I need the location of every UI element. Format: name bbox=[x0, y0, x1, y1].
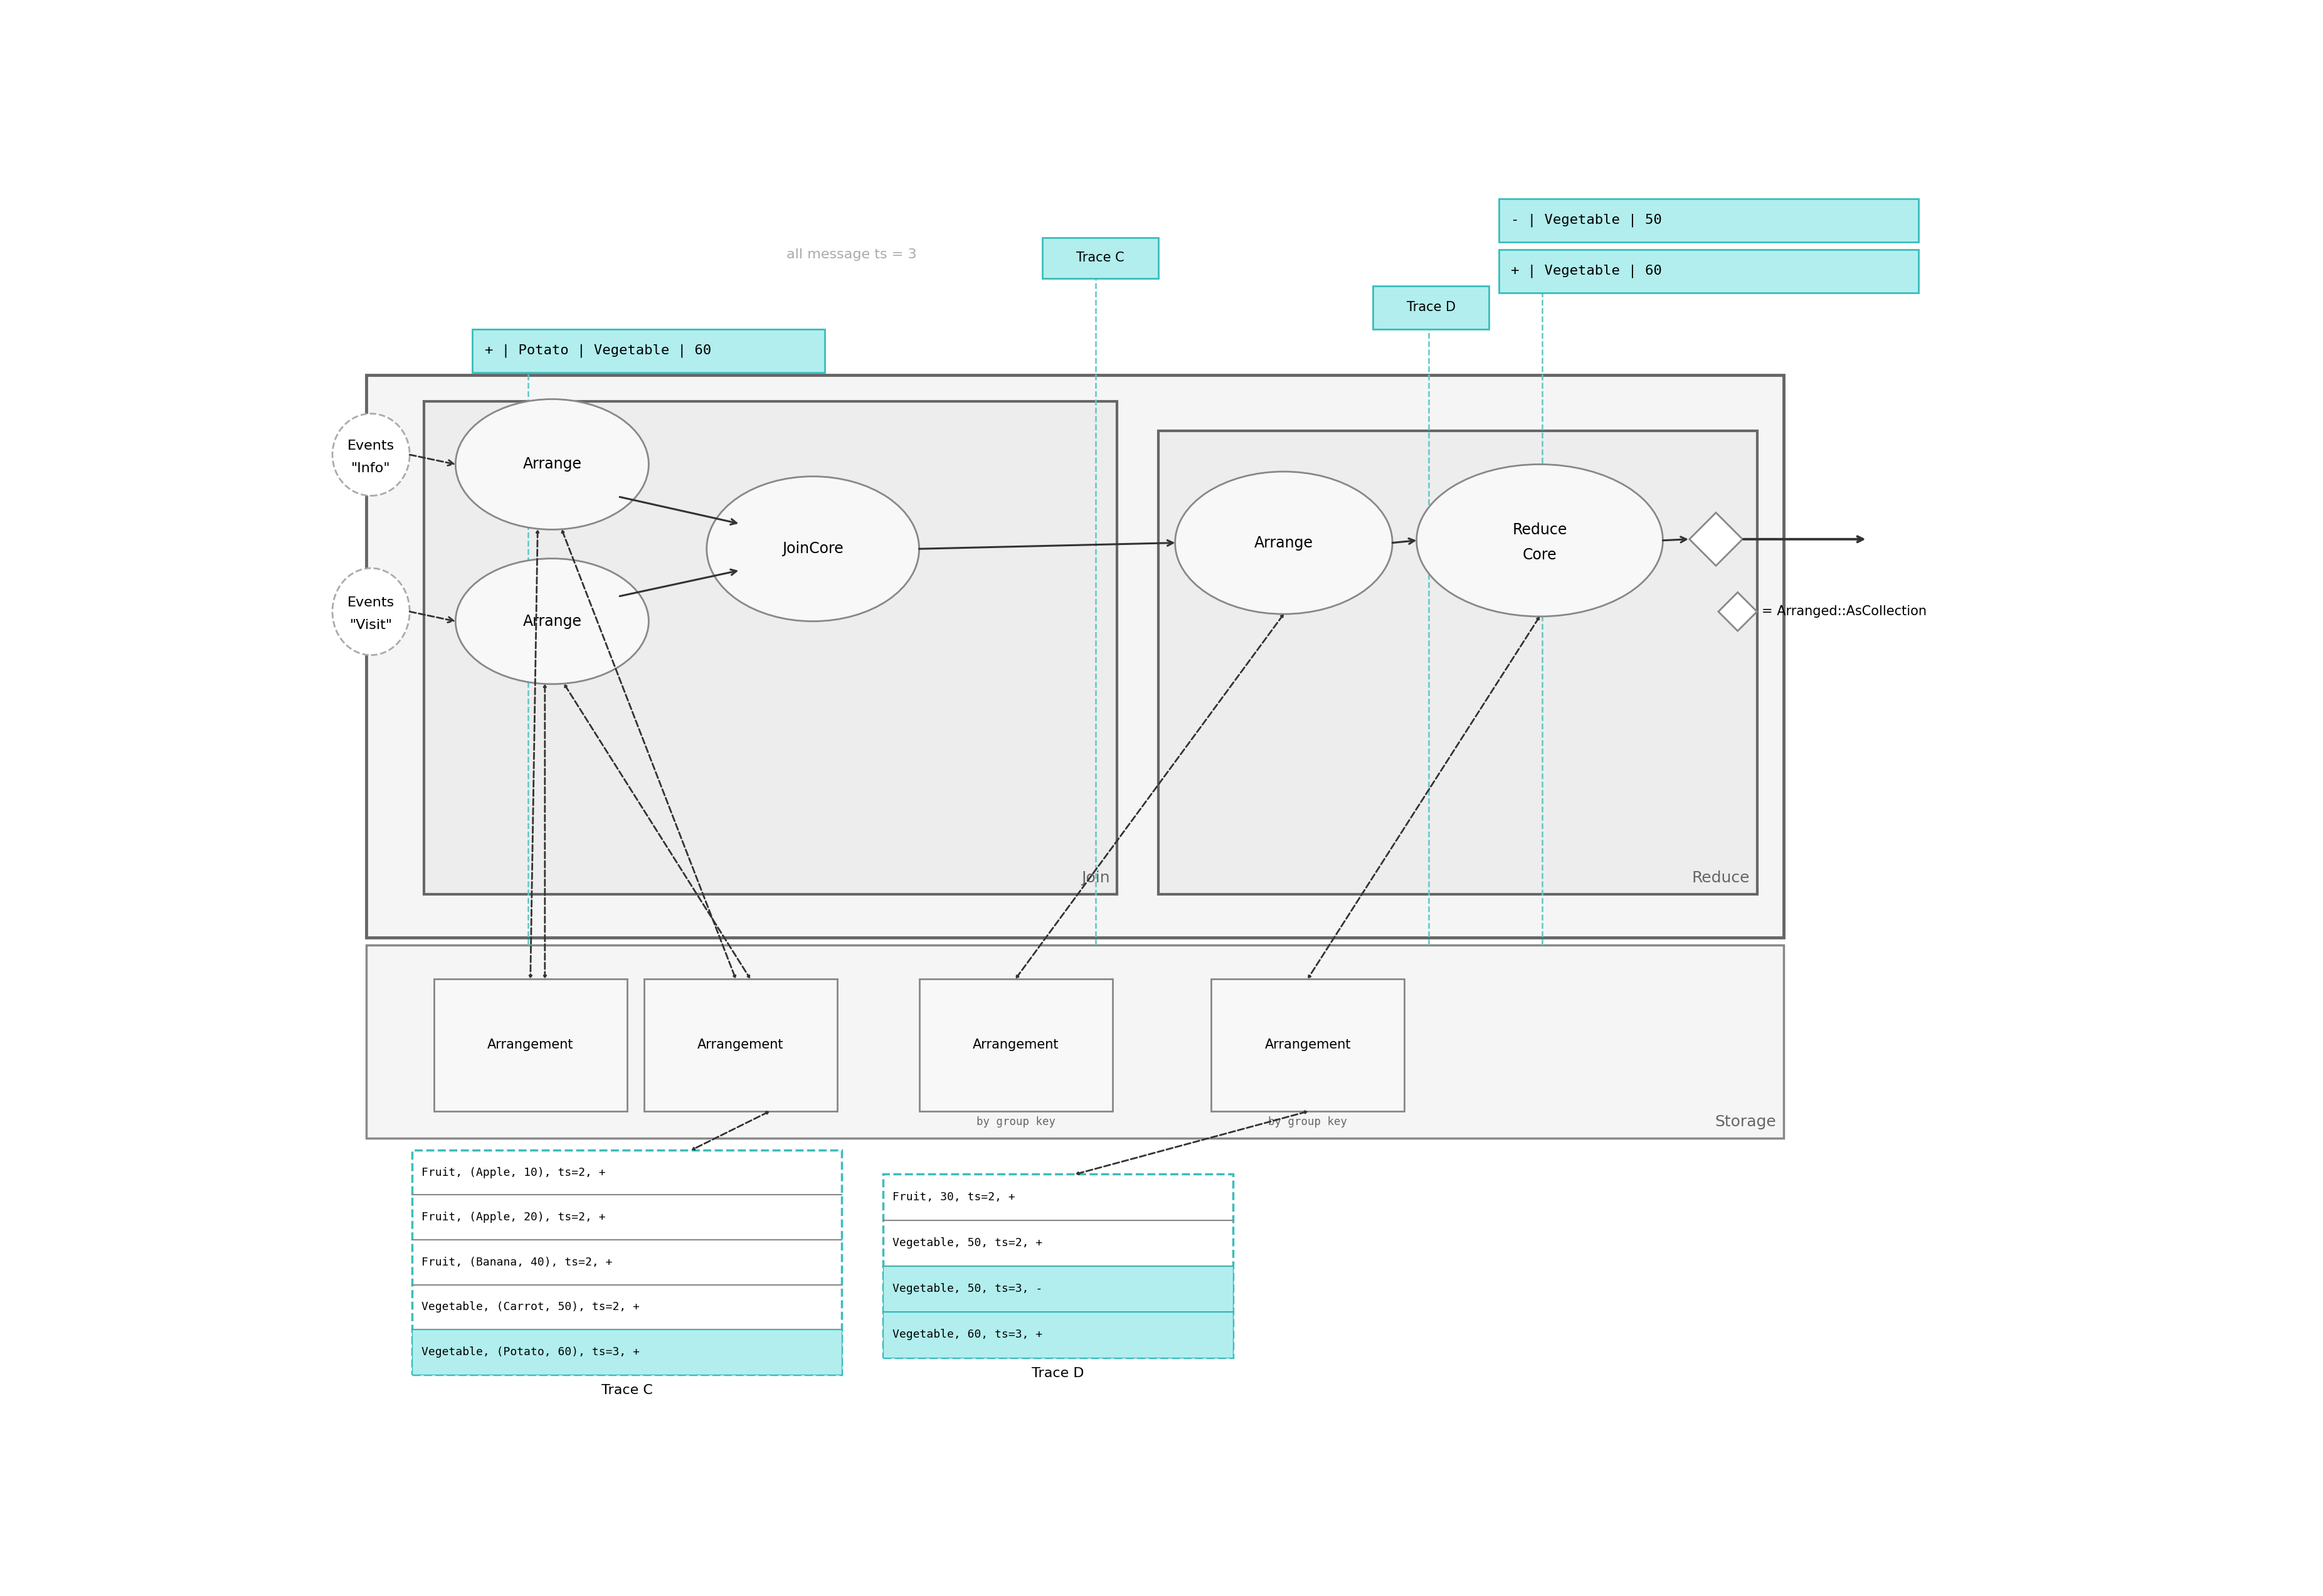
FancyBboxPatch shape bbox=[411, 1151, 841, 1374]
FancyBboxPatch shape bbox=[1210, 978, 1405, 1111]
FancyBboxPatch shape bbox=[425, 402, 1117, 894]
Text: Storage: Storage bbox=[1714, 1114, 1777, 1130]
Text: Trace C: Trace C bbox=[1076, 252, 1124, 265]
Text: by group key: by group key bbox=[976, 1116, 1055, 1127]
Text: JoinCore: JoinCore bbox=[783, 541, 843, 557]
FancyBboxPatch shape bbox=[472, 329, 825, 372]
Text: Core: Core bbox=[1522, 547, 1556, 562]
Text: Events: Events bbox=[348, 597, 395, 610]
Ellipse shape bbox=[455, 399, 648, 530]
FancyBboxPatch shape bbox=[1498, 249, 1919, 294]
Text: = Arranged::AsCollection: = Arranged::AsCollection bbox=[1761, 605, 1926, 618]
Text: Arrange: Arrange bbox=[523, 456, 581, 472]
FancyBboxPatch shape bbox=[1373, 286, 1489, 329]
FancyBboxPatch shape bbox=[883, 1266, 1234, 1312]
Text: by group key: by group key bbox=[1268, 1116, 1347, 1127]
FancyBboxPatch shape bbox=[1043, 238, 1159, 278]
Text: Reduce: Reduce bbox=[1512, 522, 1568, 538]
Text: + | Potato | Vegetable | 60: + | Potato | Vegetable | 60 bbox=[486, 345, 711, 358]
Ellipse shape bbox=[1175, 471, 1391, 614]
FancyBboxPatch shape bbox=[883, 1175, 1234, 1358]
Ellipse shape bbox=[455, 559, 648, 685]
Text: Vegetable, 50, ts=3, -: Vegetable, 50, ts=3, - bbox=[892, 1283, 1043, 1294]
Text: Fruit, (Apple, 10), ts=2, +: Fruit, (Apple, 10), ts=2, + bbox=[423, 1167, 606, 1178]
Text: Vegetable, 60, ts=3, +: Vegetable, 60, ts=3, + bbox=[892, 1329, 1043, 1341]
Text: Arrangement: Arrangement bbox=[697, 1039, 783, 1052]
Text: Fruit, 30, ts=2, +: Fruit, 30, ts=2, + bbox=[892, 1192, 1015, 1203]
Text: Trace D: Trace D bbox=[1405, 302, 1457, 314]
Text: Join: Join bbox=[1080, 870, 1110, 886]
Polygon shape bbox=[1719, 592, 1756, 630]
Text: Trace C: Trace C bbox=[602, 1384, 653, 1396]
Text: Arrangement: Arrangement bbox=[1264, 1039, 1352, 1052]
Text: Vegetable, (Potato, 60), ts=3, +: Vegetable, (Potato, 60), ts=3, + bbox=[423, 1347, 641, 1358]
FancyBboxPatch shape bbox=[434, 978, 627, 1111]
FancyBboxPatch shape bbox=[883, 1312, 1234, 1358]
FancyBboxPatch shape bbox=[1498, 200, 1919, 243]
Text: Events: Events bbox=[348, 440, 395, 452]
FancyBboxPatch shape bbox=[411, 1329, 841, 1374]
Text: all message ts = 3: all message ts = 3 bbox=[787, 247, 918, 260]
Text: "Visit": "Visit" bbox=[351, 619, 393, 632]
Text: + | Vegetable | 60: + | Vegetable | 60 bbox=[1510, 265, 1661, 278]
Text: Vegetable, 50, ts=2, +: Vegetable, 50, ts=2, + bbox=[892, 1237, 1043, 1248]
FancyBboxPatch shape bbox=[920, 978, 1113, 1111]
Ellipse shape bbox=[332, 413, 409, 496]
Text: - | Vegetable | 50: - | Vegetable | 50 bbox=[1510, 214, 1661, 227]
Text: "Info": "Info" bbox=[351, 461, 390, 474]
Text: Arrange: Arrange bbox=[523, 614, 581, 629]
FancyBboxPatch shape bbox=[643, 978, 836, 1111]
Text: Vegetable, (Carrot, 50), ts=2, +: Vegetable, (Carrot, 50), ts=2, + bbox=[423, 1302, 641, 1314]
Text: Fruit, (Banana, 40), ts=2, +: Fruit, (Banana, 40), ts=2, + bbox=[423, 1256, 613, 1267]
FancyBboxPatch shape bbox=[367, 375, 1784, 937]
Text: Fruit, (Apple, 20), ts=2, +: Fruit, (Apple, 20), ts=2, + bbox=[423, 1211, 606, 1223]
Text: Trace D: Trace D bbox=[1031, 1368, 1085, 1381]
Ellipse shape bbox=[332, 568, 409, 654]
Text: Arrange: Arrange bbox=[1254, 535, 1312, 551]
Ellipse shape bbox=[706, 477, 920, 621]
Text: Arrangement: Arrangement bbox=[973, 1039, 1059, 1052]
FancyBboxPatch shape bbox=[367, 945, 1784, 1138]
Text: Reduce: Reduce bbox=[1691, 870, 1749, 886]
Ellipse shape bbox=[1417, 464, 1663, 616]
Polygon shape bbox=[1689, 512, 1742, 565]
Text: Arrangement: Arrangement bbox=[488, 1039, 574, 1052]
FancyBboxPatch shape bbox=[1159, 431, 1756, 894]
